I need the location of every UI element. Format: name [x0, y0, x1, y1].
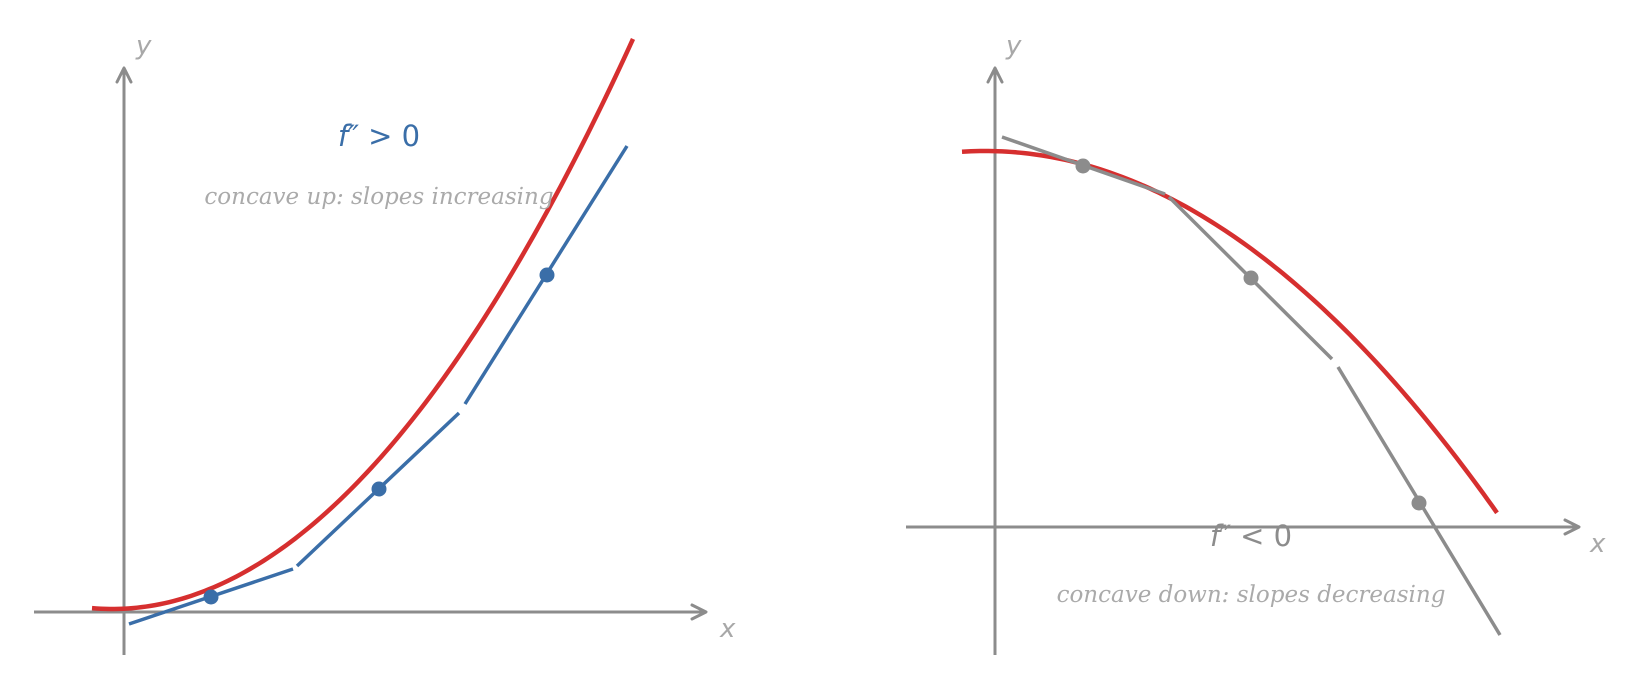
y-axis-label: y [135, 31, 152, 61]
y-axis-label: y [1005, 31, 1022, 61]
convex-curve [91, 38, 636, 612]
x-axis-arrowhead [1563, 518, 1581, 536]
x-axis-arrowhead [690, 603, 708, 621]
tangent-point-2 [371, 481, 387, 497]
tangent-point-2 [1243, 270, 1259, 286]
tangent-point-3 [539, 267, 555, 283]
concave-curve [961, 148, 1499, 515]
y-axis-arrowhead [986, 66, 1004, 84]
panel-concave-down: x y f″ < 0 concave down: slopes decreasi… [906, 31, 1606, 655]
tangent-point-1 [203, 589, 219, 605]
panel-concave-up: x y f″ > 0 concave up: slopes increasing [34, 31, 736, 655]
tangent-point-3 [1411, 495, 1427, 511]
second-derivative-positive: f″ > 0 [338, 119, 420, 153]
x-axis-label: x [1589, 529, 1606, 559]
second-derivative-negative: f″ < 0 [1210, 519, 1292, 553]
concave-up-caption: concave up: slopes increasing [204, 184, 553, 210]
y-axis-arrowhead [115, 66, 133, 84]
concave-down-caption: concave down: slopes decreasing [1057, 582, 1446, 608]
x-axis-label: x [719, 614, 736, 644]
tangent-point-1 [1075, 158, 1091, 174]
